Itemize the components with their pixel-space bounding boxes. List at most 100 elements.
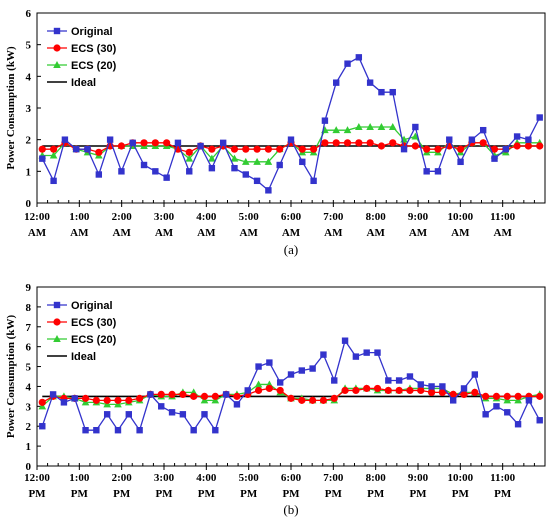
data-point-ecs30 (276, 386, 284, 395)
x-tick-label-ampm: AM (494, 227, 513, 239)
legend-entry: ECS (20) (47, 334, 117, 346)
data-point-original (310, 177, 317, 185)
data-point-original (244, 387, 251, 394)
data-point-original (255, 363, 262, 370)
data-point-ecs30 (341, 386, 349, 395)
legend-entry: ECS (20) (47, 60, 117, 72)
legend-marker-triangle (53, 335, 61, 342)
data-point-original (95, 171, 103, 178)
x-tick-label-ampm: AM (70, 227, 89, 239)
data-point-ecs30 (125, 396, 133, 404)
data-point-original (504, 409, 511, 416)
x-tick-label-time: 1:00 (69, 211, 90, 223)
data-point-ecs30 (490, 145, 499, 153)
data-point-original (525, 136, 532, 143)
legend-entry: Ideal (47, 351, 96, 363)
data-point-original (460, 385, 468, 392)
data-point-ecs30 (38, 145, 46, 153)
x-tick-label-ampm: AM (324, 227, 343, 239)
data-point-original (129, 139, 136, 147)
y-tick-label: 2 (26, 135, 32, 147)
legend-entry: ECS (30) (47, 43, 117, 55)
data-point-original (479, 126, 487, 134)
legend-entry: Ideal (47, 77, 96, 89)
data-point-original (374, 349, 381, 356)
x-tick-label-time: 11:00 (490, 472, 516, 484)
data-point-ecs30 (514, 392, 522, 400)
data-point-ecs30 (81, 394, 90, 402)
x-tick-label-ampm: AM (113, 227, 132, 239)
x-tick-label-ampm: PM (452, 488, 470, 500)
data-point-ecs20 (388, 123, 397, 130)
x-tick-label-ampm: AM (451, 227, 470, 239)
data-point-ecs20 (343, 126, 352, 134)
y-tick-label: 3 (26, 103, 32, 115)
data-point-ecs30 (114, 396, 122, 404)
data-point-original (82, 427, 89, 434)
data-point-original (253, 177, 261, 185)
legend-entry: Original (47, 26, 113, 38)
data-point-ecs20 (332, 126, 341, 134)
data-point-ecs30 (168, 390, 176, 398)
legend-entry: ECS (30) (47, 317, 117, 329)
data-point-ecs20 (411, 132, 420, 140)
y-tick-label: 4 (26, 71, 32, 83)
data-point-ecs30 (355, 139, 363, 147)
data-point-original (212, 427, 219, 434)
data-point-ecs30 (427, 388, 436, 397)
data-point-ecs30 (423, 145, 431, 153)
x-tick-label-ampm: AM (155, 227, 174, 239)
data-point-ecs30 (536, 392, 544, 400)
data-point-original (197, 142, 204, 150)
legend-label: Original (71, 300, 113, 312)
data-point-original (428, 383, 435, 390)
data-point-original (366, 79, 374, 86)
data-point-original (412, 123, 419, 131)
x-tick-label-time: 9:00 (408, 211, 429, 223)
x-tick-label-ampm: PM (367, 488, 385, 500)
data-point-ecs30 (449, 390, 457, 398)
data-point-original (400, 145, 408, 153)
data-point-original (186, 168, 193, 175)
data-point-original (395, 377, 403, 384)
data-point-ecs30 (242, 145, 250, 153)
data-point-original (287, 371, 295, 378)
data-point-original (276, 379, 284, 386)
data-point-ecs30 (366, 139, 374, 147)
data-point-ecs30 (471, 388, 479, 397)
data-point-ecs30 (117, 142, 126, 150)
x-tick-label-ampm: PM (325, 488, 343, 500)
data-point-original (84, 145, 91, 153)
x-tick-label-time: 5:00 (239, 472, 260, 484)
data-point-original (321, 117, 329, 124)
data-point-ecs30 (434, 145, 442, 153)
x-tick-label-time: 5:00 (239, 211, 260, 223)
data-point-ecs30 (49, 145, 58, 153)
data-point-ecs30 (417, 386, 425, 395)
legend-entry: Original (47, 300, 113, 312)
data-point-original (298, 367, 306, 374)
data-point-original (363, 349, 370, 356)
data-point-original (71, 395, 78, 402)
x-tick-label-time: 8:00 (366, 472, 387, 484)
y-axis-title: Power Consumption (kW) (5, 46, 17, 170)
data-point-original (482, 411, 489, 418)
x-tick-label-time: 6:00 (281, 472, 302, 484)
legend-label: Ideal (71, 351, 96, 363)
y-tick-label: 5 (26, 40, 32, 52)
data-point-ecs30 (179, 390, 187, 398)
data-point-original (73, 145, 80, 153)
x-tick-label-time: 10:00 (447, 472, 473, 484)
x-tick-label-ampm: PM (113, 488, 131, 500)
x-tick-label-ampm: AM (367, 227, 386, 239)
data-point-ecs30 (332, 139, 340, 147)
chart-panel-b: 0 1 2 3 4 5 6 7 8 9 12:00 PM 1:00 PM 2:00 PM 3:00 PM 4:00 P… (5, 282, 546, 517)
data-point-ecs30 (163, 139, 171, 147)
x-tick-label-time: 2:00 (112, 472, 133, 484)
data-point-original (309, 365, 316, 372)
data-point-original (423, 168, 430, 175)
data-point-original (471, 371, 479, 378)
data-point-original (513, 133, 521, 140)
data-point-ecs30 (384, 386, 392, 395)
data-point-original (333, 79, 340, 86)
